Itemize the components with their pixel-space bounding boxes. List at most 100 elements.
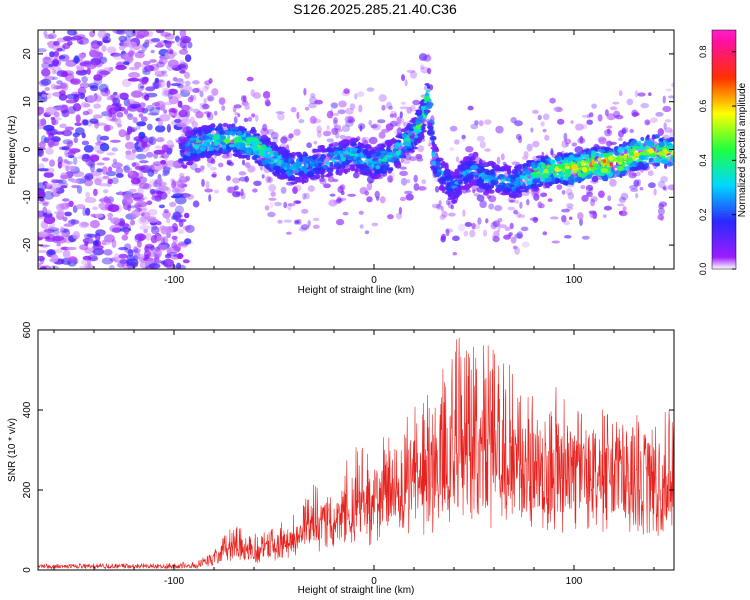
ridge-halo-blob	[343, 88, 350, 94]
noise-blob	[164, 253, 172, 259]
noise-blob	[61, 109, 70, 118]
noise-blob	[106, 46, 117, 54]
noise-blob	[157, 78, 166, 88]
noise-blob	[184, 71, 190, 79]
ridge-halo-blob	[434, 186, 440, 193]
noise-blob	[56, 179, 67, 185]
ridge-core-blob	[330, 147, 337, 152]
ridge-halo-blob	[208, 194, 212, 202]
ridge-halo-blob	[550, 150, 554, 156]
noise-blob	[166, 48, 174, 55]
noise-blob	[156, 30, 165, 34]
noise-blob	[140, 212, 145, 217]
ridge-core-blob	[402, 141, 411, 147]
ridge-core-blob	[508, 174, 514, 179]
ridge-halo-blob	[266, 129, 275, 135]
ridge-core-blob	[345, 159, 353, 163]
colorbar-tick-label: 0.6	[698, 100, 708, 113]
ridge-core-blob	[521, 189, 528, 193]
ridge-core-blob	[512, 187, 516, 192]
noise-blob	[166, 248, 172, 253]
ridge-core-blob	[269, 164, 273, 168]
noise-blob	[56, 203, 65, 212]
ridge-halo-blob	[589, 211, 597, 219]
noise-blob	[38, 168, 49, 172]
noise-blob	[184, 238, 192, 245]
ridge-core-blob	[564, 165, 571, 170]
noise-blob	[42, 56, 52, 64]
ridge-core-blob	[472, 178, 477, 186]
ridge-halo-blob	[301, 208, 309, 214]
ridge-core-blob	[424, 92, 430, 97]
ridge-core-blob	[456, 176, 460, 179]
noise-blob	[95, 122, 107, 126]
ridge-halo-blob	[567, 192, 575, 200]
ridge-halo-blob	[521, 156, 529, 160]
ridge-halo-blob	[267, 176, 274, 184]
noise-blob	[144, 265, 155, 269]
ridge-core-blob	[380, 165, 385, 171]
ridge-halo-blob	[205, 181, 210, 189]
ridge-core-blob	[186, 161, 192, 165]
noise-blob	[140, 206, 148, 212]
ridge-halo-blob	[493, 230, 500, 238]
ridge-halo-blob	[359, 187, 368, 195]
ridge-halo-blob	[492, 236, 500, 243]
noise-blob	[72, 171, 85, 178]
noise-blob	[67, 256, 78, 263]
ridge-core-blob	[239, 154, 247, 159]
ridge-core-blob	[340, 156, 346, 162]
ridge-core-blob	[337, 145, 343, 151]
ridge-halo-blob	[657, 128, 664, 136]
ridge-halo-blob	[344, 115, 354, 123]
noise-blob	[128, 205, 140, 209]
ridge-core-blob	[283, 164, 291, 168]
ridge-core-blob	[363, 149, 367, 153]
ridge-core-blob	[358, 152, 365, 159]
ridge-halo-blob	[586, 191, 593, 197]
ridge-halo-blob	[262, 91, 271, 99]
ridge-core-blob	[491, 162, 495, 169]
ridge-halo-blob	[359, 125, 363, 132]
ridge-halo-blob	[275, 111, 285, 115]
noise-blob	[126, 41, 137, 48]
ridge-core-blob	[289, 177, 295, 181]
ridge-halo-blob	[358, 210, 364, 215]
ridge-core-blob	[648, 157, 654, 163]
noise-blob	[159, 114, 171, 122]
ridge-halo-blob	[269, 201, 274, 208]
ridge-core-blob	[578, 156, 584, 160]
ridge-core-blob	[617, 165, 624, 171]
ridge-core-blob	[403, 137, 412, 143]
noise-blob	[89, 220, 100, 229]
ridge-core-blob	[260, 134, 268, 140]
ridge-halo-blob	[463, 230, 469, 237]
ridge-halo-blob	[606, 140, 613, 147]
noise-blob	[44, 92, 52, 100]
ridge-core-blob	[639, 144, 644, 148]
ridge-core-blob	[522, 183, 526, 188]
ridge-core-blob	[524, 165, 528, 172]
ridge-core-blob	[666, 156, 671, 159]
ridge-core-blob	[540, 162, 547, 169]
ridge-halo-blob	[304, 192, 310, 200]
noise-blob	[106, 112, 111, 121]
ridge-core-blob	[591, 159, 595, 166]
ridge-core-blob	[597, 172, 603, 177]
noise-blob	[95, 229, 106, 237]
ridge-halo-blob	[484, 148, 491, 152]
ridge-halo-blob	[542, 128, 547, 133]
noise-blob	[154, 70, 165, 77]
ridge-halo-blob	[317, 150, 321, 156]
ridge-core-blob	[372, 176, 379, 180]
ridge-core-blob	[189, 147, 194, 153]
ridge-halo-blob	[225, 175, 231, 182]
ridge-halo-blob	[280, 186, 287, 194]
ridge-core-blob	[562, 181, 569, 186]
ridge-core-blob	[461, 164, 465, 171]
noise-blob	[67, 154, 75, 159]
ridge-halo-blob	[293, 219, 299, 225]
noise-blob	[43, 190, 54, 200]
ridge-halo-blob	[464, 222, 473, 227]
ridge-halo-blob	[428, 84, 434, 91]
